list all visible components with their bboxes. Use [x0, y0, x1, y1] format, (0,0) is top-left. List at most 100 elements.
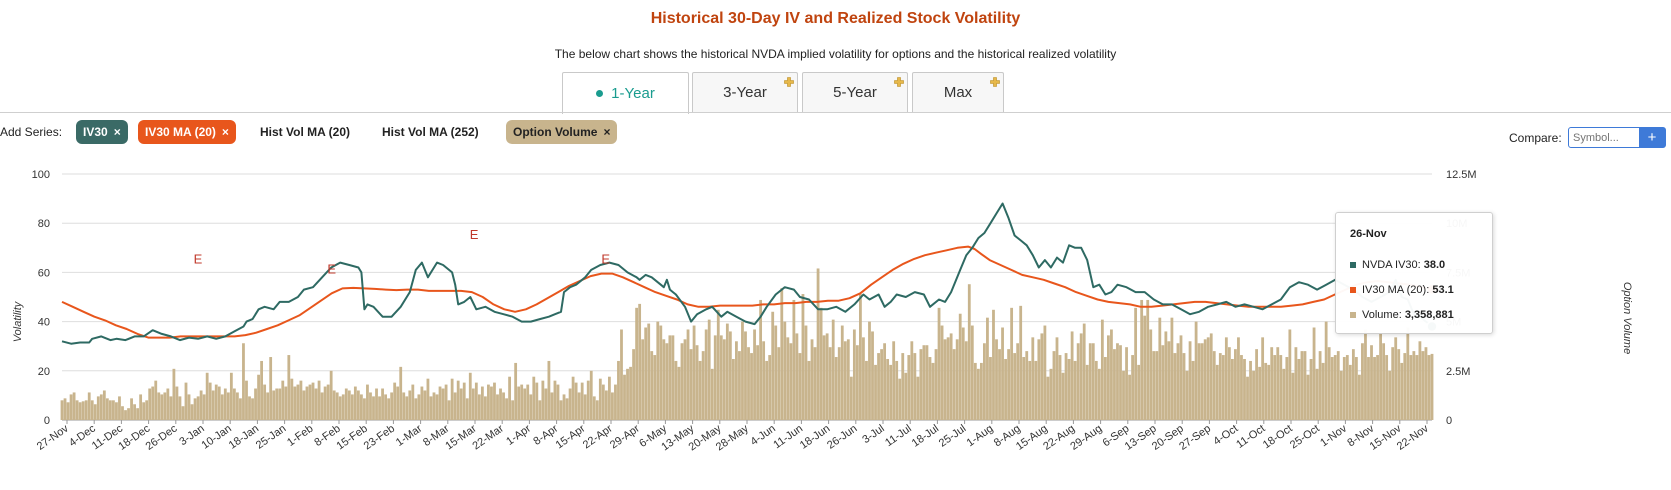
volume-bar [1385, 355, 1389, 420]
volume-bar [1234, 349, 1237, 420]
volume-bar [1191, 360, 1195, 420]
volume-bar [496, 394, 499, 420]
volume-bar [1182, 353, 1186, 420]
volume-bar [1197, 343, 1201, 420]
volume-bar [444, 384, 448, 420]
volume-bar [650, 351, 654, 420]
volume-bar [1321, 362, 1325, 420]
volume-bar [934, 349, 938, 420]
volume-bar [1348, 364, 1352, 420]
x-tick-label: 25-Jan [254, 423, 288, 452]
volume-bar [1200, 343, 1204, 420]
volume-bar [1058, 355, 1062, 420]
volume-bar [1215, 364, 1219, 420]
series-option-hist-vol-ma252[interactable]: Hist Vol MA (252) [382, 125, 479, 139]
volume-bar [60, 400, 64, 420]
volume-bar [1336, 351, 1340, 420]
series-chip-option-volume[interactable]: Option Volume × [506, 120, 618, 144]
series-chip-iv30-ma20[interactable]: IV30 MA (20) × [138, 120, 236, 144]
volume-bar [526, 384, 530, 420]
volume-bar [689, 349, 693, 420]
volume-bar [535, 382, 539, 420]
compare-add-button[interactable]: + [1639, 128, 1665, 147]
volume-bar [366, 384, 369, 420]
remove-icon[interactable]: × [603, 125, 611, 139]
volume-bar [399, 366, 403, 420]
volume-bar [1091, 343, 1095, 420]
volume-bar [976, 368, 980, 420]
volume-bar [202, 394, 206, 420]
remove-icon[interactable]: × [113, 125, 121, 139]
volume-bar [242, 343, 245, 420]
tooltip-row-ma: IV30 MA (20): 53.1 [1350, 284, 1454, 296]
volume-bar [825, 333, 829, 420]
volume-bar [804, 325, 808, 420]
volume-bar [1067, 358, 1071, 420]
volume-bar [214, 384, 218, 420]
tab-1-year[interactable]: 1-Year [562, 72, 689, 114]
volume-bar [453, 392, 457, 420]
volume-bar [305, 386, 309, 420]
volume-bar [641, 339, 645, 420]
volume-bar [1288, 329, 1292, 420]
series-chip-iv30[interactable]: IV30 × [76, 120, 128, 144]
volume-bar [586, 380, 590, 420]
remove-icon[interactable]: × [221, 125, 229, 139]
volume-bar [1001, 327, 1004, 420]
volume-bar [937, 307, 941, 420]
x-tick-label: 10-Jan [199, 423, 233, 452]
volume-bar [251, 398, 254, 420]
volume-bar [958, 313, 962, 420]
chart-tooltip: 26-Nov NVDA IV30: 38.0 IV30 MA (20): 53.… [1335, 212, 1493, 334]
volume-bar [196, 396, 200, 420]
volume-bar [87, 392, 91, 420]
volume-bar [922, 345, 926, 420]
volume-bar [1237, 337, 1240, 420]
volume-bar [1339, 370, 1343, 420]
volume-bar [1185, 370, 1189, 420]
volume-bar [105, 398, 109, 420]
volume-bar [154, 380, 158, 420]
volume-bar [1270, 347, 1274, 420]
tab-3-year[interactable]: 3-Year [692, 72, 798, 112]
volume-bar [1137, 364, 1141, 420]
volume-bar [871, 331, 874, 420]
compare-symbol-input[interactable] [1569, 128, 1647, 147]
volume-bar [163, 392, 167, 420]
x-tick-label: 18-Oct [1261, 423, 1295, 452]
volume-bar [490, 386, 493, 420]
volume-bar [541, 380, 545, 420]
volume-bar [692, 325, 696, 420]
volume-bar [1010, 307, 1014, 420]
volume-bar [919, 349, 923, 420]
volume-bar [1119, 345, 1122, 420]
volume-bar [601, 384, 605, 420]
volume-bar [344, 388, 348, 420]
volume-bar [604, 390, 608, 420]
volume-bar [840, 325, 844, 420]
volume-bar [877, 353, 880, 420]
volume-bar [1076, 343, 1080, 420]
tab-5-year[interactable]: 5-Year [802, 72, 908, 112]
y-tick-label: 40 [38, 317, 50, 329]
volume-bar [550, 392, 554, 420]
volume-bar [468, 372, 472, 420]
tab-max[interactable]: Max [912, 72, 1004, 112]
volume-bar [1415, 355, 1419, 420]
tab-label: 3-Year [723, 84, 767, 101]
volume-bar [964, 341, 968, 420]
volume-bar [614, 384, 617, 420]
volume-bar [459, 388, 463, 420]
volume-bar [792, 299, 796, 420]
x-tick-label: 18-Jan [227, 423, 261, 452]
volume-bar [979, 362, 983, 420]
volume-bar [257, 374, 260, 420]
x-tick-label: 18-Jul [910, 423, 941, 450]
volume-bar [1158, 317, 1162, 420]
volume-bar [704, 329, 708, 420]
y-tick-label: 100 [32, 169, 50, 181]
series-option-hist-vol-ma20[interactable]: Hist Vol MA (20) [260, 125, 351, 139]
volume-bar [807, 360, 811, 420]
volume-bar [716, 309, 720, 420]
